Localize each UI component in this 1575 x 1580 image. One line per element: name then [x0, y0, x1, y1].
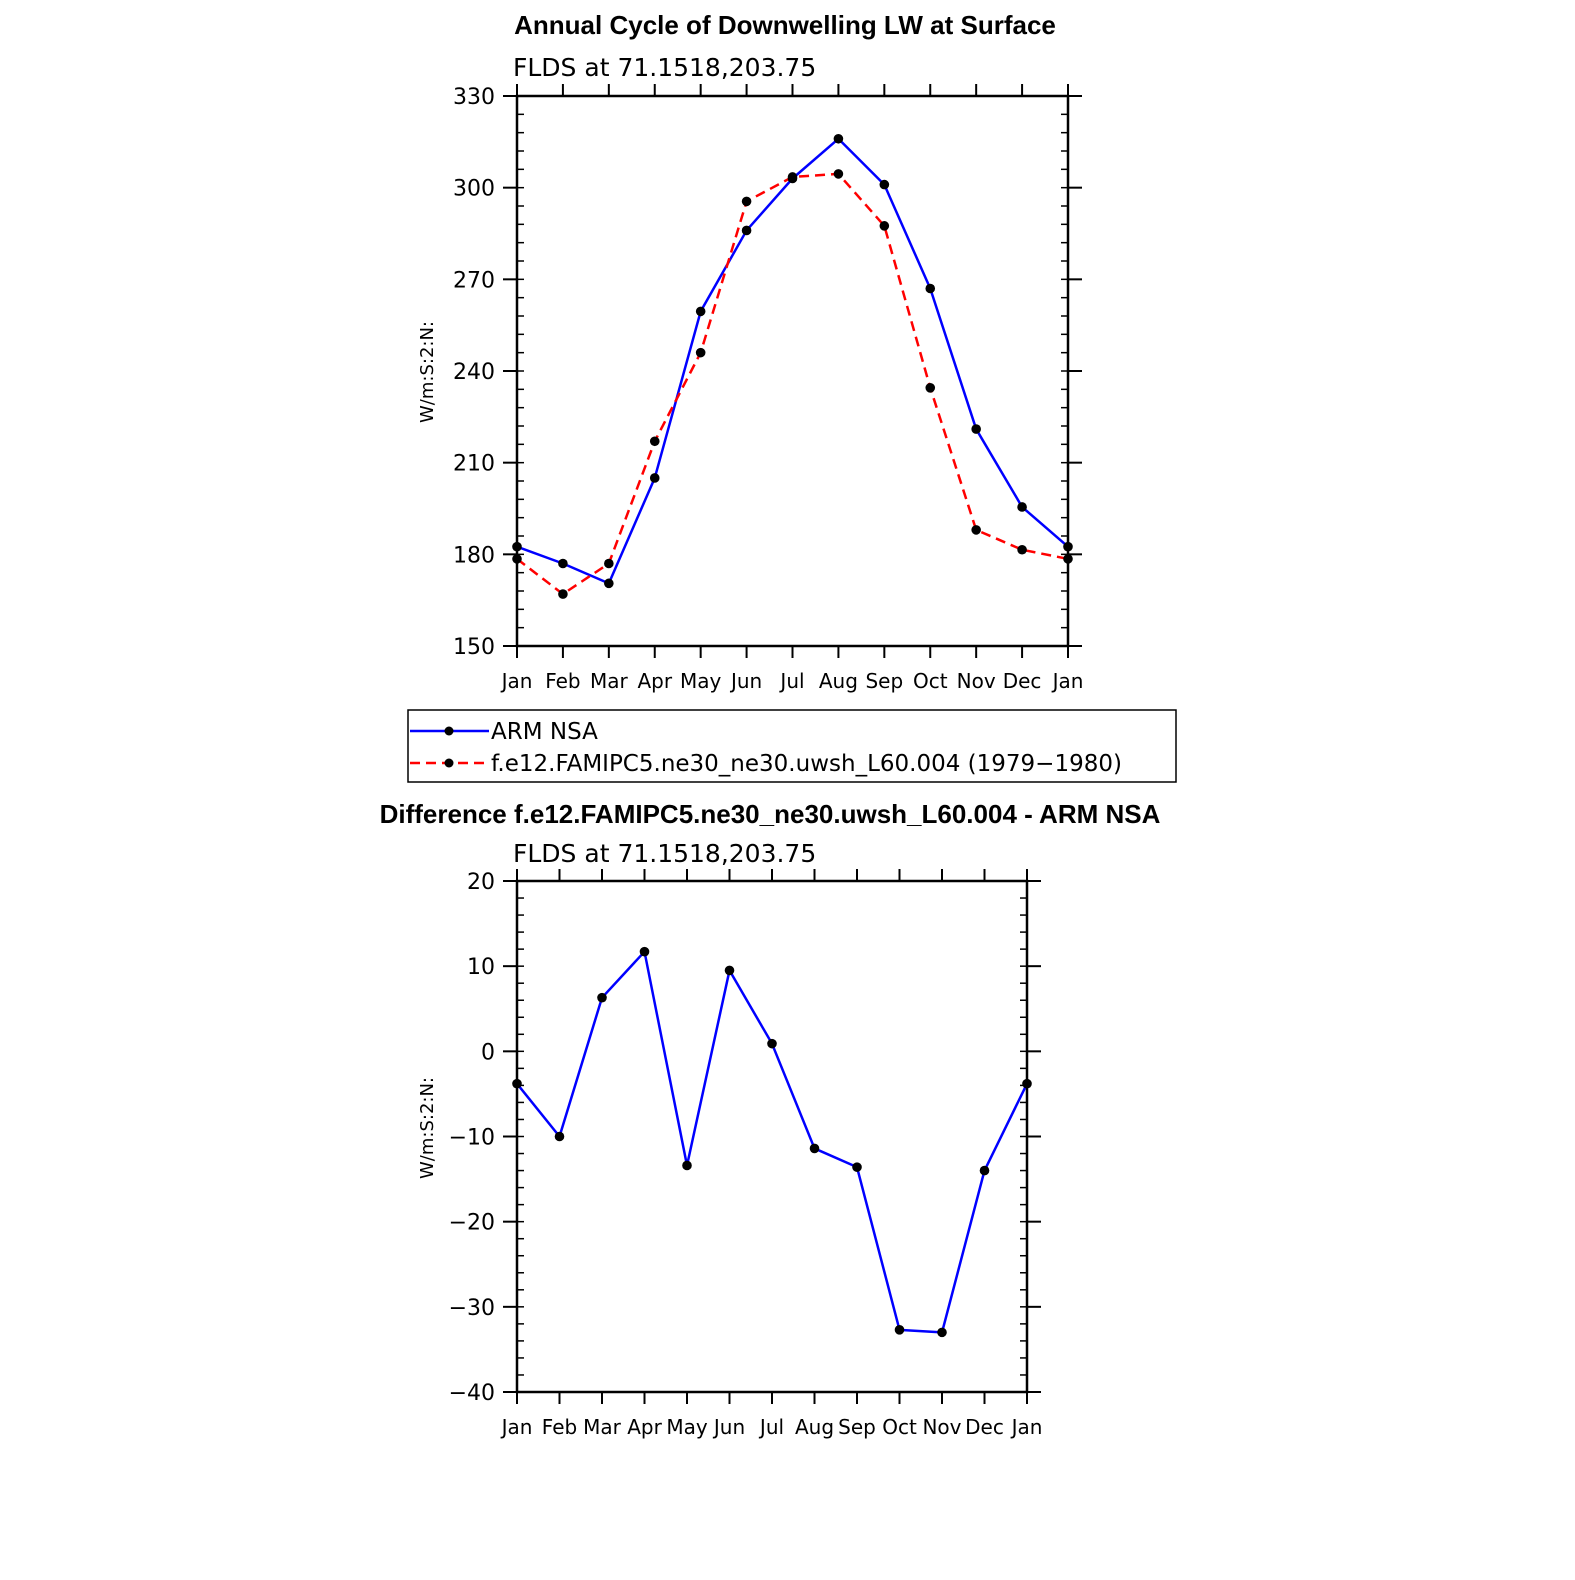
x-tick-label: Feb: [542, 1415, 577, 1439]
y-tick-label: 330: [453, 85, 495, 110]
x-tick-label: Jul: [758, 1415, 784, 1439]
legend-model-marker: [444, 758, 454, 768]
y-tick-label: 10: [467, 955, 495, 980]
data-point-series-1: [852, 1162, 862, 1172]
x-tick-label: Nov: [957, 669, 996, 693]
legend: ARM NSA f.e12.FAMIPC5.ne30_ne30.uwsh_L60…: [407, 709, 1177, 783]
data-point-series-1: [558, 558, 568, 569]
y-tick-label: −20: [449, 1211, 495, 1236]
data-point-series-1: [1063, 541, 1073, 552]
x-tick-label: May: [680, 669, 722, 693]
data-point-series-1: [879, 179, 890, 190]
x-tick-label: Aug: [819, 669, 858, 693]
legend-arm-marker: [444, 726, 454, 736]
data-point-series-2: [833, 169, 844, 179]
data-point-series-1: [682, 1160, 692, 1171]
x-tick-label: Apr: [637, 669, 672, 693]
data-point-series-1: [512, 1078, 522, 1089]
data-point-series-1: [512, 541, 522, 552]
x-tick-label: Sep: [865, 669, 903, 693]
data-point-series-1: [597, 992, 607, 1003]
series-line-1: [516, 137, 1069, 585]
data-point-series-2: [925, 383, 936, 393]
chart-2-plot: Jan Feb Mar Apr May Jun Jul Aug Sep Oct Nov Dec Jan−…: [449, 869, 1043, 1439]
data-point-series-1: [639, 946, 650, 957]
data-point-series-2: [695, 347, 706, 358]
data-point-series-2: [1017, 544, 1027, 555]
y-tick-label: 20: [467, 870, 495, 895]
y-tick-label: −30: [449, 1296, 495, 1321]
data-point-series-1: [894, 1325, 905, 1335]
data-point-series-1: [649, 473, 660, 483]
data-point-series-1: [604, 578, 614, 589]
data-point-series-1: [937, 1327, 947, 1338]
data-point-series-2: [971, 525, 981, 535]
y-tick-label: 0: [481, 1040, 495, 1065]
x-tick-label: Jan: [500, 1415, 533, 1439]
data-point-series-1: [979, 1165, 990, 1176]
data-point-series-1: [971, 424, 981, 434]
chart-1-y-axis-label: W/m:S:2:N:: [417, 321, 438, 423]
x-tick-label: Jan: [1010, 1415, 1043, 1439]
y-tick-label: 270: [453, 268, 495, 293]
x-tick-label: May: [666, 1415, 708, 1439]
data-point-series-1: [724, 965, 735, 976]
legend-label-arm: ARM NSA: [491, 719, 598, 745]
y-tick-label: −10: [449, 1126, 495, 1151]
legend-label-model: f.e12.FAMIPC5.ne30_ne30.uwsh_L60.004 (19…: [491, 751, 1122, 777]
x-tick-label: Jul: [778, 669, 804, 693]
data-point-series-2: [1063, 554, 1073, 564]
series-line-2: [516, 172, 1069, 596]
data-point-series-1: [925, 283, 936, 294]
data-point-series-1: [767, 1038, 777, 1049]
y-tick-label: 300: [453, 177, 495, 202]
legend-box: [407, 709, 1177, 783]
data-point-series-2: [512, 554, 522, 564]
y-tick-label: −40: [449, 1381, 495, 1406]
x-tick-label: Nov: [922, 1415, 961, 1439]
chart-2-subtitle: FLDS at 71.1518,203.75: [513, 839, 816, 868]
data-point-series-2: [649, 436, 660, 447]
data-point-series-2: [787, 172, 798, 182]
chart-2-title: Difference f.e12.FAMIPC5.ne30_ne30.uwsh_…: [380, 799, 1161, 829]
x-tick-label: Jan: [1051, 669, 1084, 693]
data-point-series-2: [604, 558, 614, 569]
data-point-series-1: [741, 225, 752, 236]
chart-2-y-axis-label: W/m:S:2:N:: [417, 1077, 438, 1179]
x-tick-label: Mar: [583, 1415, 622, 1439]
data-point-series-2: [558, 589, 568, 599]
chart-1-plot: Jan Feb Mar Apr May Jun Jul Aug Sep Oct Nov Dec Jan1…: [453, 84, 1083, 693]
data-point-series-1: [554, 1131, 565, 1142]
data-point-series-1: [695, 306, 706, 317]
data-point-series-2: [741, 196, 752, 207]
x-tick-label: Jun: [712, 1415, 745, 1439]
y-tick-label: 210: [453, 452, 495, 477]
chart-1-subtitle: FLDS at 71.1518,203.75: [513, 53, 816, 82]
x-tick-label: Feb: [545, 669, 580, 693]
x-tick-label: Jun: [729, 669, 762, 693]
x-tick-label: Dec: [1003, 669, 1042, 693]
chart-1-title: Annual Cycle of Downwelling LW at Surfac…: [514, 10, 1056, 40]
data-point-series-1: [1017, 502, 1027, 512]
series-line-1: [516, 950, 1029, 1334]
data-point-series-1: [833, 133, 844, 144]
data-point-series-2: [879, 221, 890, 231]
x-tick-label: Aug: [795, 1415, 834, 1439]
data-point-series-1: [809, 1143, 820, 1154]
data-point-series-1: [1022, 1078, 1032, 1089]
x-tick-label: Sep: [838, 1415, 876, 1439]
y-tick-label: 150: [453, 635, 495, 660]
x-tick-label: Apr: [627, 1415, 662, 1439]
x-tick-label: Oct: [913, 669, 948, 693]
y-tick-label: 180: [453, 543, 495, 568]
x-tick-label: Dec: [965, 1415, 1004, 1439]
chart-2-frame: [515, 879, 1029, 1394]
x-tick-label: Oct: [882, 1415, 917, 1439]
x-tick-label: Mar: [590, 669, 629, 693]
x-tick-label: Jan: [500, 669, 533, 693]
y-tick-label: 240: [453, 360, 495, 385]
